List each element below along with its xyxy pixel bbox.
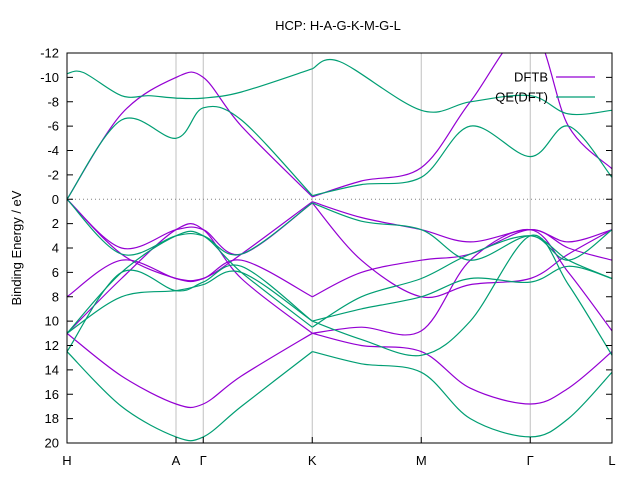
band-dftb-11: [312, 332, 612, 405]
band-dftb-8: [67, 223, 313, 334]
y-tick-label-14: 16: [45, 387, 59, 402]
x-tick-label-2: Γ: [200, 453, 207, 468]
y-tick-label-9: 6: [52, 265, 59, 280]
band-dftb-0: [67, 71, 313, 200]
y-tick-label-10: 8: [52, 289, 59, 304]
band-dftb-1: [312, 53, 612, 198]
y-tick-label-4: -4: [47, 143, 59, 158]
y-tick-label-7: 2: [52, 216, 59, 231]
band-qe-7: [311, 235, 612, 328]
band-qe-6: [67, 230, 313, 334]
band-dftb-5: [311, 202, 612, 299]
y-tick-label-3: -6: [47, 119, 59, 134]
band-qe-0: [67, 68, 313, 100]
x-tick-label-0: H: [62, 453, 71, 468]
x-tick-label-4: M: [416, 453, 427, 468]
axes: -12 -10 -8 -6 -4 -2 0 2 4 6 8 10 12 14 16 18 20H A Γ K M Γ L: [40, 46, 615, 469]
band-dftb-6: [67, 259, 313, 298]
band-qe-10: [67, 264, 313, 352]
y-tick-label-5: -2: [47, 167, 59, 182]
band-qe-12: [67, 351, 313, 442]
y-tick-label-2: -8: [47, 94, 59, 109]
legend: DFTB QE(DFT): [495, 70, 595, 105]
y-tick-label-8: 4: [52, 241, 59, 256]
y-axis-label: Binding Energy / eV: [9, 190, 24, 305]
band-qe-4: [67, 198, 313, 256]
grid: [67, 53, 612, 443]
y-tick-label-15: 18: [45, 411, 59, 426]
band-dftb-4: [67, 198, 313, 256]
band-qe-2: [67, 105, 313, 200]
band-dftb-3: [312, 201, 612, 243]
band-qe-3: [312, 125, 612, 197]
y-tick-label-1: -10: [40, 70, 59, 85]
y-tick-label-6: 0: [52, 192, 59, 207]
y-tick-label-11: 10: [45, 314, 59, 329]
band-qe-13: [312, 351, 612, 438]
y-tick-label-0: -12: [40, 46, 59, 61]
chart-title: HCP: H-A-G-K-M-G-L: [275, 18, 401, 33]
legend-label-qe: QE(DFT): [495, 90, 548, 105]
legend-label-dftb: DFTB: [514, 70, 548, 85]
y-tick-label-13: 14: [45, 362, 59, 377]
band-dftb-10: [67, 332, 313, 409]
band-dftb-2: [67, 198, 313, 283]
band-qe-1: [312, 58, 612, 116]
x-tick-label-5: Γ: [527, 453, 534, 468]
bands: [67, 53, 612, 442]
band-qe-11: [312, 234, 612, 357]
x-tick-label-1: A: [172, 453, 181, 468]
x-tick-label-6: L: [608, 453, 615, 468]
band-qe-9: [312, 265, 612, 322]
band-qe-5: [312, 202, 612, 261]
x-tick-label-3: K: [308, 453, 317, 468]
y-tick-label-12: 12: [45, 338, 59, 353]
y-tick-label-16: 20: [45, 436, 59, 451]
